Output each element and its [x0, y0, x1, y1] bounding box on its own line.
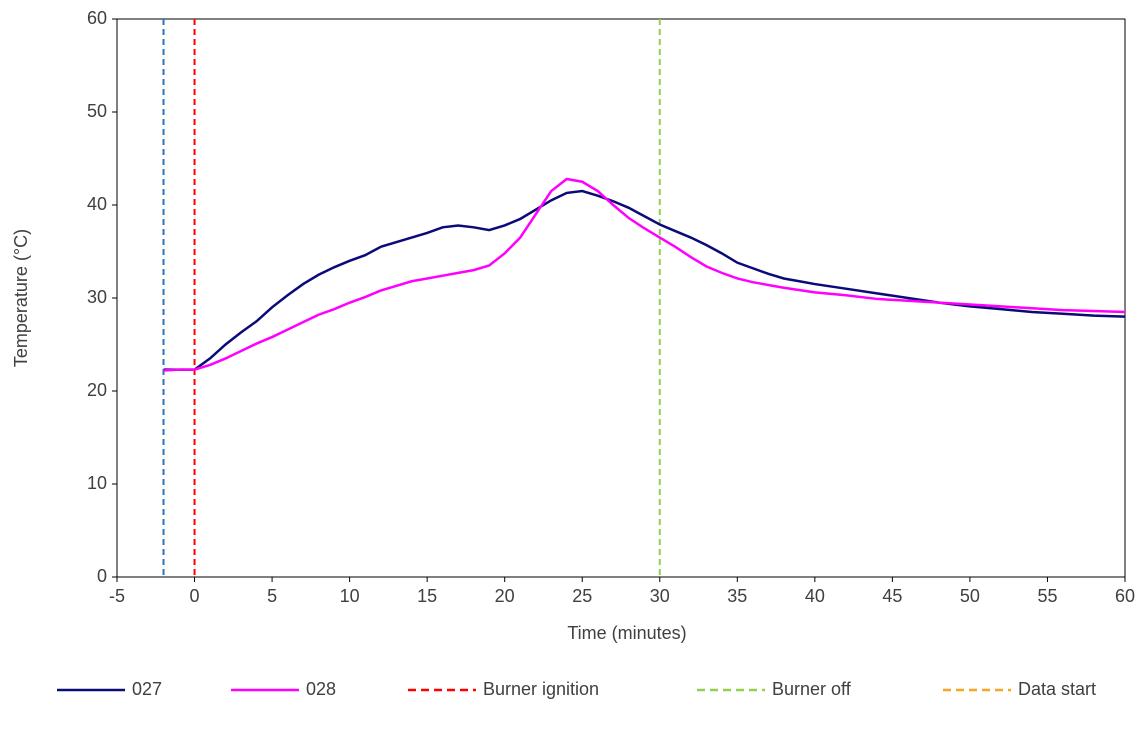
y-tick-label: 0 — [97, 566, 107, 586]
x-tick-label: 5 — [267, 586, 277, 606]
x-tick-label: 10 — [340, 586, 360, 606]
y-tick-label: 10 — [87, 473, 107, 493]
x-tick-label: 35 — [727, 586, 747, 606]
legend-label: Data start — [1018, 679, 1096, 699]
x-tick-label: 60 — [1115, 586, 1135, 606]
legend-label: Burner ignition — [483, 679, 599, 699]
y-axis-label: Temperature (°C) — [11, 229, 31, 367]
series-line — [163, 189, 1126, 371]
x-tick-label: 15 — [417, 586, 437, 606]
x-tick-label: 0 — [190, 586, 200, 606]
legend-label: Burner off — [772, 679, 852, 699]
plot-frame — [116, 18, 1126, 578]
x-tick-label: 50 — [960, 586, 980, 606]
legend-label: 028 — [306, 679, 336, 699]
legend-label: 027 — [132, 679, 162, 699]
x-tick-label: -5 — [109, 586, 125, 606]
y-tick-label: 40 — [87, 194, 107, 214]
x-tick-label: 25 — [572, 586, 592, 606]
y-tick-label: 50 — [87, 101, 107, 121]
series-line — [163, 177, 1126, 372]
y-tick-label: 60 — [87, 8, 107, 28]
x-tick-label: 55 — [1037, 586, 1057, 606]
x-axis-label: Time (minutes) — [567, 623, 686, 643]
x-tick-label: 20 — [495, 586, 515, 606]
y-tick-label: 20 — [87, 380, 107, 400]
x-tick-label: 30 — [650, 586, 670, 606]
x-tick-label: 40 — [805, 586, 825, 606]
x-tick-label: 45 — [882, 586, 902, 606]
y-tick-label: 30 — [87, 287, 107, 307]
